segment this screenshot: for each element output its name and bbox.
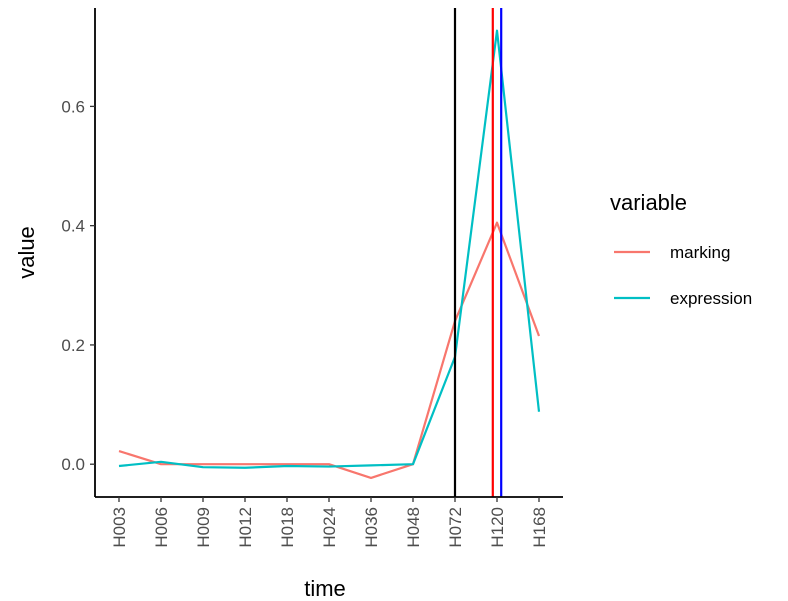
series-line-marking (119, 223, 539, 478)
y-tick-label: 0.6 (61, 97, 85, 116)
x-axis-ticks: H003 H006 H009 H012 H018 H024 H036 H048 H072 H120… (110, 497, 549, 548)
legend-label-marking: marking (670, 243, 730, 262)
x-tick-label: H003 (110, 507, 129, 548)
x-tick-label: H012 (236, 507, 255, 548)
legend: variable marking expression (610, 190, 752, 308)
x-tick-label: H120 (488, 507, 507, 548)
x-tick-label: H006 (152, 507, 171, 548)
y-tick-label: 0.2 (61, 336, 85, 355)
x-tick-label: H036 (362, 507, 381, 548)
x-tick-label: H024 (320, 507, 339, 548)
x-tick-label: H018 (278, 507, 297, 548)
legend-label-expression: expression (670, 289, 752, 308)
plot-area (119, 8, 539, 497)
legend-title: variable (610, 190, 687, 215)
x-tick-label: H009 (194, 507, 213, 548)
y-axis-ticks: 0.0 0.2 0.4 0.6 (61, 97, 95, 474)
x-tick-label: H072 (446, 507, 465, 548)
series-line-expression (119, 31, 539, 468)
x-tick-label: H048 (404, 507, 423, 548)
y-tick-label: 0.0 (61, 455, 85, 474)
x-tick-label: H168 (530, 507, 549, 548)
y-tick-label: 0.4 (61, 217, 85, 236)
x-axis-title: time (304, 576, 346, 601)
y-axis-title: value (14, 226, 39, 279)
